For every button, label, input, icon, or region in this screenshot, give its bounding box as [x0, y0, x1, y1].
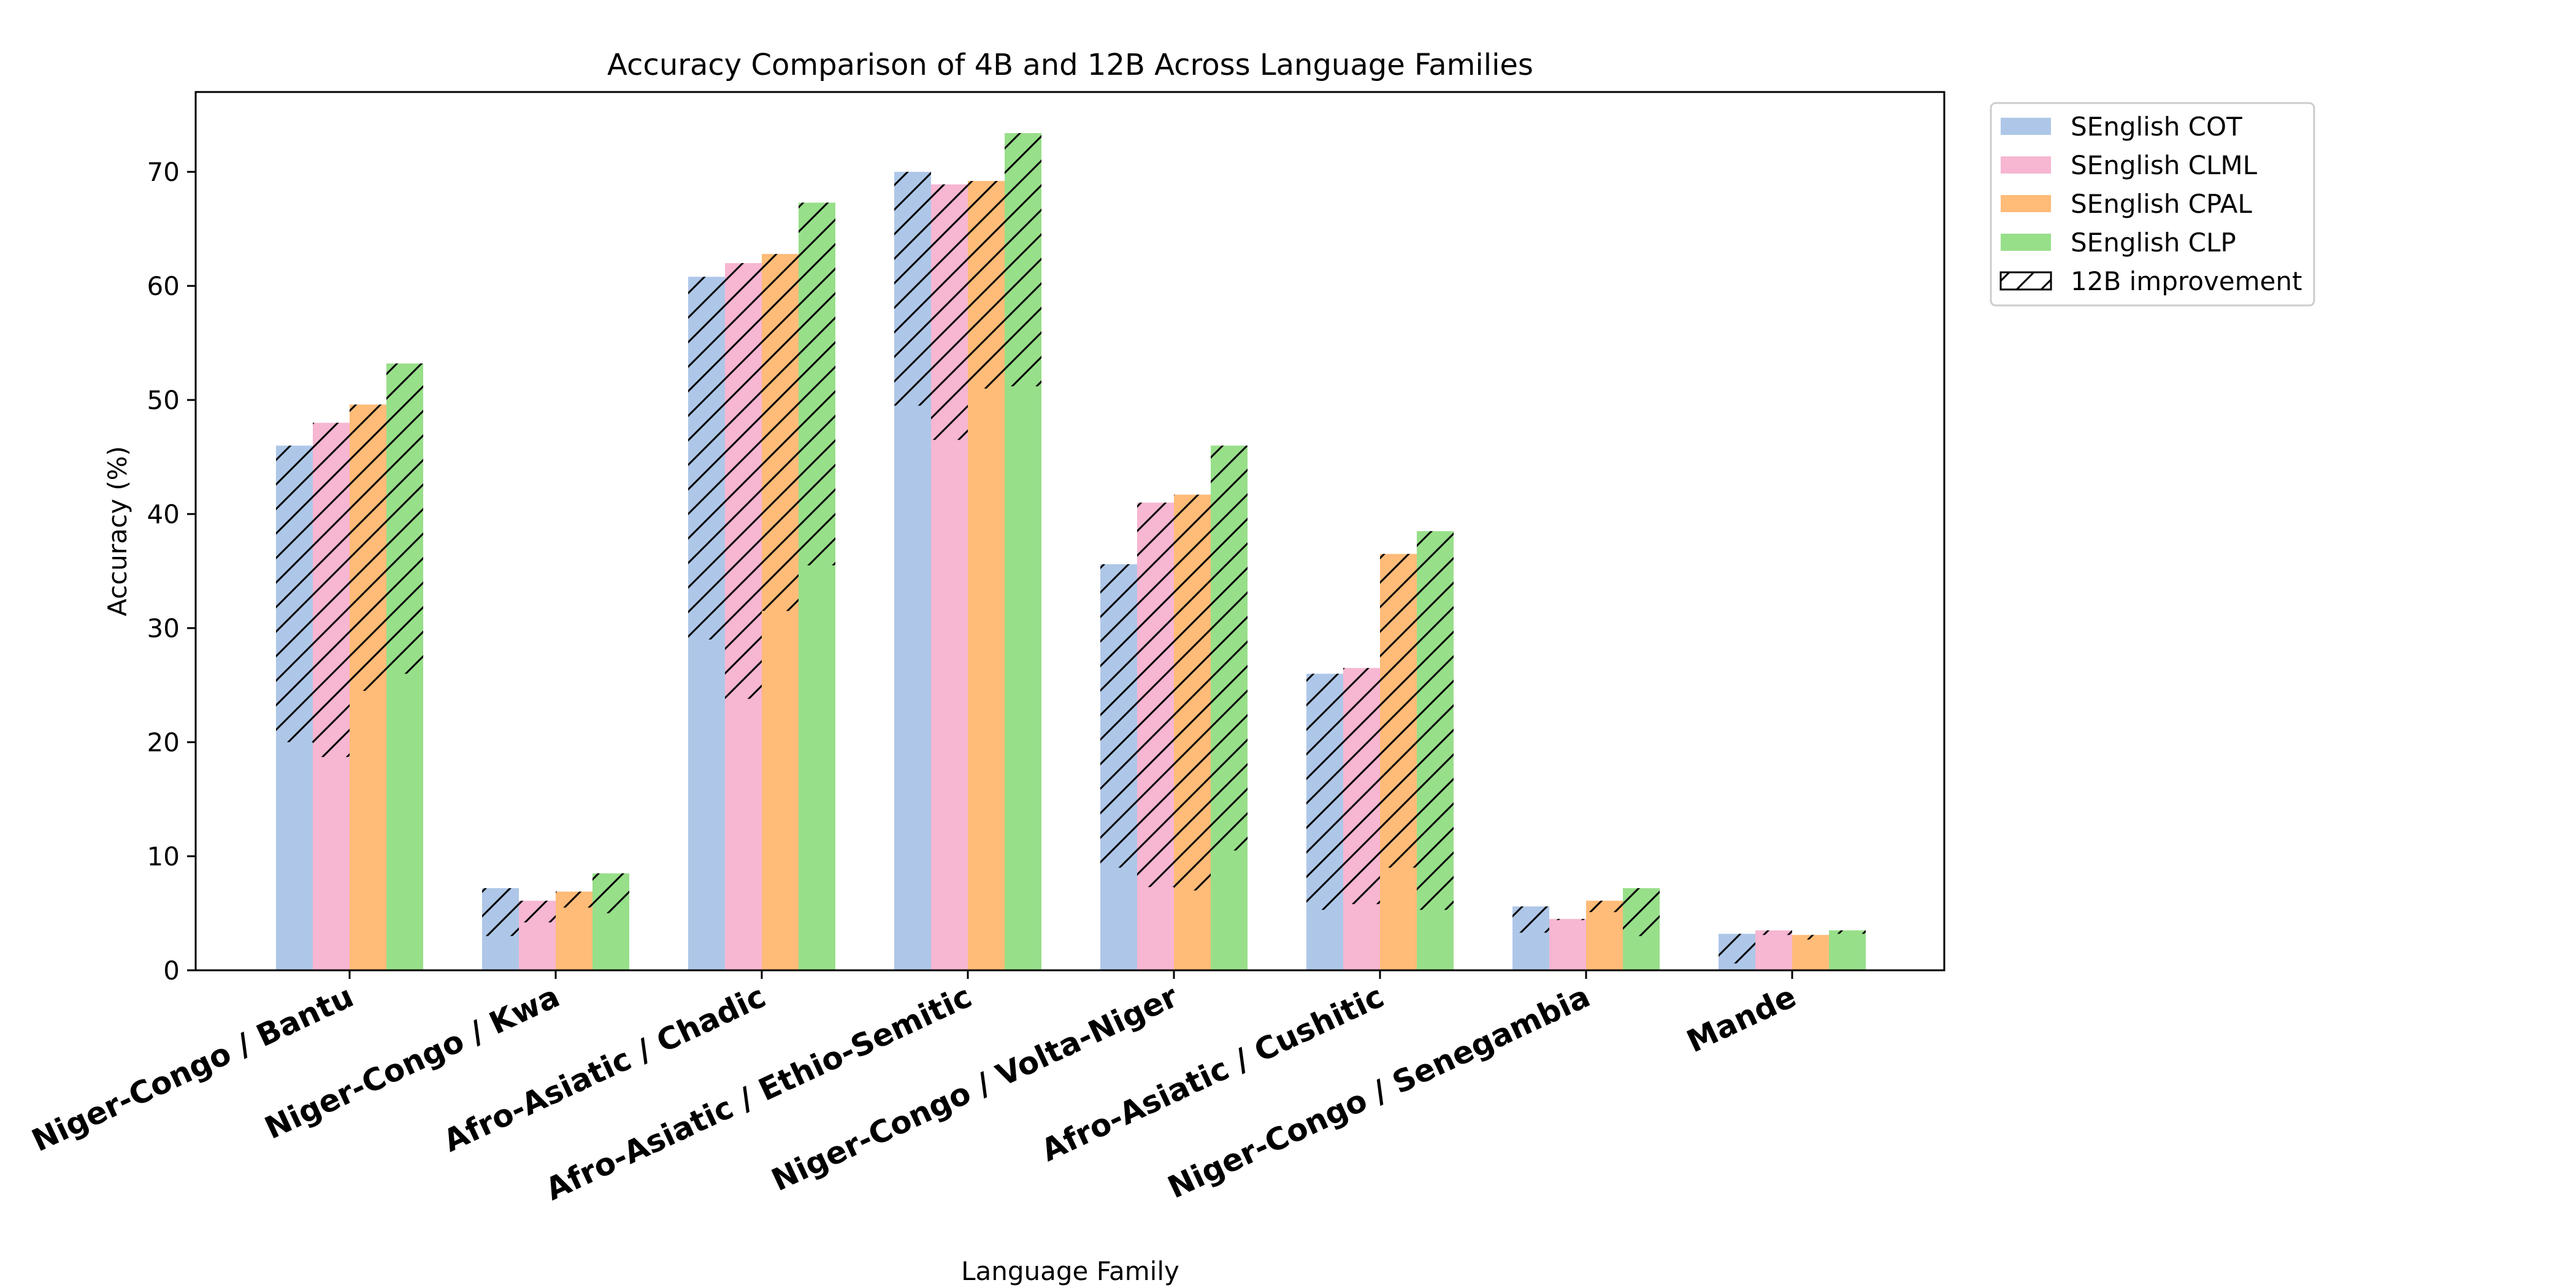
bar-12b-series-3-cat-7	[1829, 930, 1866, 970]
bar-12b-series-2-cat-7	[1792, 935, 1829, 970]
x-axis-label: Language Family	[961, 1256, 1179, 1286]
legend-swatch-3	[2001, 234, 2051, 251]
x-tick-label-5: Afro-Asiatic / Cushitic	[1036, 978, 1389, 1168]
legend-swatch-2	[2001, 195, 2051, 212]
y-tick-label-6: 60	[147, 271, 180, 301]
bar-improvement-series-0-cat-3	[894, 172, 931, 406]
legend-swatch-1	[2001, 156, 2051, 174]
plot-frame	[194, 91, 1945, 972]
bar-improvement-series-3-cat-2	[799, 202, 835, 565]
x-tick-label-0: Niger-Congo / Bantu	[26, 978, 359, 1159]
bar-improvement-series-1-cat-0	[313, 423, 350, 757]
legend-frame	[1990, 102, 2315, 307]
y-axis-label: Accuracy (%)	[102, 446, 132, 616]
y-tick-label-7: 70	[147, 157, 180, 187]
bar-improvement-series-1-cat-1	[519, 900, 556, 922]
y-axis: 0 10 20 30 40 50 60 70	[147, 157, 196, 986]
bar-improvement-series-3-cat-4	[1211, 445, 1248, 851]
bar-improvement-series-0-cat-4	[1100, 564, 1137, 868]
bar-improvement-series-1-cat-4	[1137, 502, 1174, 887]
y-tick-label-5: 50	[147, 385, 180, 415]
bar-improvement-series-1-cat-6	[1549, 919, 1586, 921]
bar-12b-series-1-cat-6	[1549, 919, 1586, 970]
bar-improvement-series-3-cat-3	[1005, 132, 1041, 386]
legend-swatch-0	[2001, 118, 2051, 135]
bar-improvement-series-0-cat-2	[688, 277, 725, 640]
legend-label-4: 12B improvement	[2071, 266, 2302, 296]
bar-improvement-series-1-cat-3	[931, 184, 968, 440]
bar-improvement-series-3-cat-6	[1623, 888, 1660, 937]
legend-swatch-hatch-4	[2001, 272, 2051, 289]
bar-improvement-series-0-cat-0	[276, 445, 313, 743]
bar-improvement-series-1-cat-2	[725, 263, 762, 699]
bar-improvement-series-2-cat-0	[350, 404, 386, 691]
bar-improvement-series-0-cat-7	[1719, 933, 1755, 964]
bars-layer	[276, 132, 1866, 971]
bar-improvement-series-0-cat-6	[1512, 906, 1549, 933]
bar-improvement-series-0-cat-5	[1306, 673, 1343, 910]
bar-12b-series-2-cat-6	[1586, 900, 1623, 970]
bar-improvement-series-0-cat-1	[482, 888, 519, 937]
bar-improvement-series-2-cat-1	[556, 891, 592, 908]
y-tick-label-4: 40	[147, 499, 180, 529]
bar-improvement-series-3-cat-5	[1417, 531, 1454, 910]
bar-improvement-series-2-cat-5	[1380, 554, 1417, 868]
bar-improvement-series-1-cat-7	[1755, 930, 1792, 935]
y-tick-label-0: 0	[163, 956, 180, 986]
x-tick-label-7: Mande	[1681, 978, 1801, 1059]
chart-title: Accuracy Comparison of 4B and 12B Across…	[607, 48, 1533, 82]
y-tick-label-3: 30	[147, 613, 180, 643]
legend-label-0: SEnglish COT	[2071, 112, 2242, 142]
legend-label-2: SEnglish CPAL	[2071, 189, 2252, 219]
y-tick-label-1: 10	[147, 841, 180, 872]
bar-improvement-series-2-cat-6	[1586, 900, 1623, 913]
bar-improvement-series-2-cat-4	[1174, 494, 1211, 891]
y-tick-label-2: 20	[147, 727, 180, 757]
bar-12b-series-1-cat-7	[1755, 930, 1792, 970]
bar-improvement-series-2-cat-3	[968, 181, 1005, 389]
legend-label-3: SEnglish CLP	[2071, 228, 2236, 258]
bar-improvement-series-3-cat-0	[386, 363, 423, 674]
bar-improvement-series-1-cat-5	[1343, 668, 1380, 905]
legend: SEnglish COT SEnglish CLML SEnglish CPAL SE…	[1990, 102, 2315, 307]
bar-improvement-series-2-cat-2	[762, 254, 799, 611]
bar-improvement-series-3-cat-7	[1829, 930, 1866, 934]
bar-improvement-series-2-cat-7	[1792, 935, 1829, 940]
bar-improvement-series-3-cat-1	[592, 873, 629, 914]
x-tick-label-2: Afro-Asiatic / Chadic	[438, 978, 771, 1159]
legend-label-1: SEnglish CLML	[2071, 150, 2258, 180]
